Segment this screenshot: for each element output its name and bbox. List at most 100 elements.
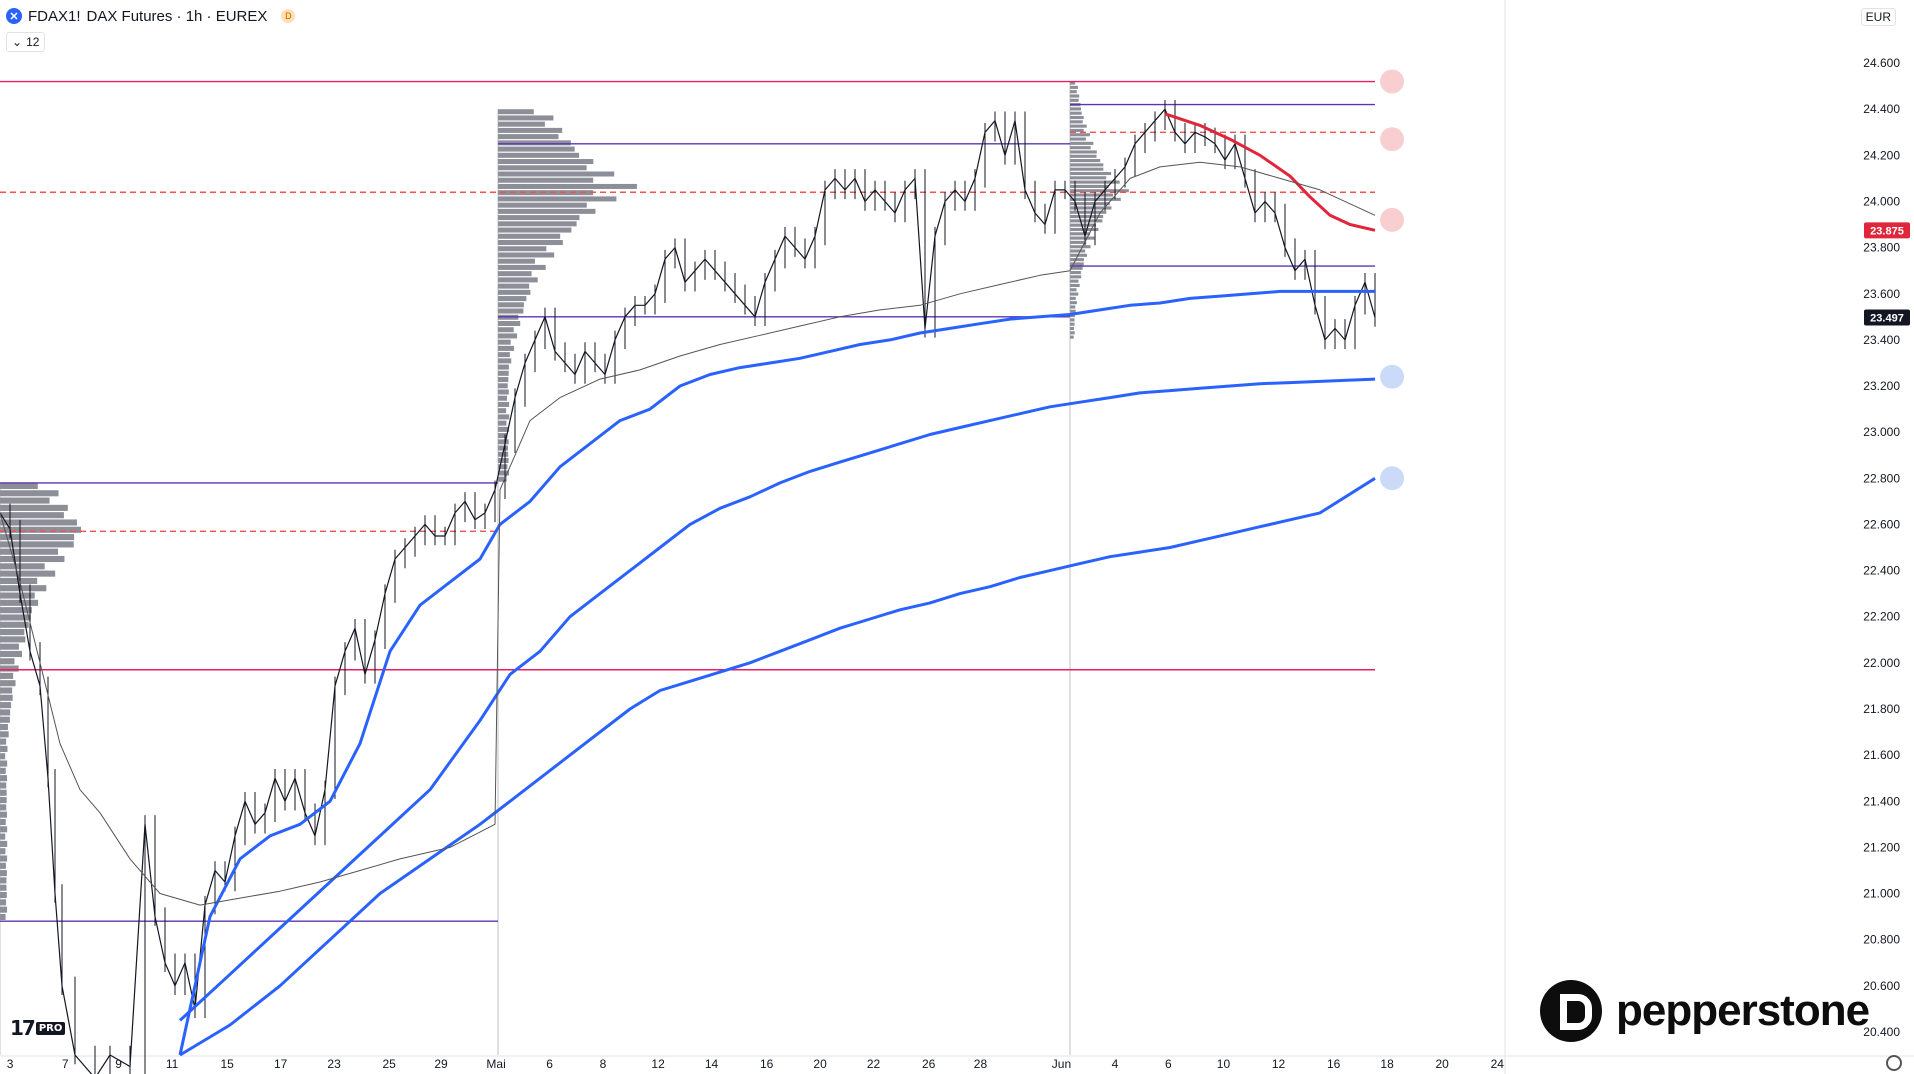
x-tick-label: 4	[1112, 1057, 1119, 1071]
y-tick-label: 22.400	[1863, 564, 1900, 578]
volume-profile-bar	[0, 760, 8, 767]
y-tick-label: 23.200	[1863, 379, 1900, 393]
volume-profile-bar	[498, 320, 521, 326]
x-tick-label: 6	[546, 1057, 553, 1071]
volume-profile-bar	[498, 227, 572, 233]
y-tick-label: 22.000	[1863, 656, 1900, 670]
volume-profile-bar	[1070, 283, 1080, 288]
volume-profile-bar	[0, 716, 10, 723]
x-tick-label: Jun	[1052, 1057, 1071, 1071]
symbol-logo-icon[interactable]: ✕	[6, 8, 22, 24]
x-tick-label: 26	[922, 1057, 936, 1071]
volume-profile-bar	[0, 585, 47, 592]
volume-profile-bar	[498, 109, 534, 115]
volume-profile-bar	[498, 370, 509, 376]
volume-profile-bar	[1070, 335, 1074, 339]
y-tick-label: 24.600	[1863, 56, 1900, 70]
x-tick-label: 20	[1436, 1057, 1450, 1071]
moving-average-line	[178, 289, 1375, 1056]
volume-profile-bar	[498, 464, 508, 470]
volume-profile-bar	[1070, 94, 1080, 98]
volume-profile-bar	[498, 364, 509, 370]
volume-profile-bar	[0, 490, 59, 497]
volume-profile-bar	[0, 482, 38, 490]
volume-profile-bar	[0, 870, 7, 877]
volume-profile-bar	[0, 782, 7, 789]
x-tick-label: 18	[1380, 1057, 1394, 1071]
y-tick-label: 23.400	[1863, 333, 1900, 347]
volume-profile-bar	[498, 457, 509, 464]
volume-profile-bar	[0, 789, 7, 796]
volume-profile-bar	[498, 308, 524, 314]
price-axis-panel	[1505, 0, 1914, 1074]
volume-profile-bar	[0, 672, 14, 679]
volume-profile-bar	[1070, 171, 1112, 176]
volume-profile-bar	[0, 497, 50, 504]
volume-profile-bar	[1070, 146, 1091, 150]
y-tick-label: 20.800	[1863, 933, 1900, 947]
volume-profile-bar	[498, 246, 547, 252]
volume-profile-bar	[0, 855, 8, 862]
volume-profile-bar	[0, 745, 8, 752]
volume-profile-bar	[498, 258, 535, 264]
volume-profile-bar	[0, 848, 6, 855]
volume-profile-bar	[1070, 305, 1076, 309]
volume-profile-bar	[1070, 193, 1113, 197]
y-tick-label: 23.000	[1863, 425, 1900, 439]
volume-profile-bar	[0, 519, 77, 526]
level-marker	[1380, 466, 1405, 491]
volume-profile-bar	[0, 687, 13, 694]
indicator-count-toggle[interactable]: ⌄ 12	[6, 32, 46, 52]
tradingview-logo: 17 PRO	[10, 1016, 66, 1040]
symbol-name[interactable]: FDAX1!	[28, 7, 81, 25]
y-tick-label: 21.400	[1863, 794, 1900, 808]
volume-profile-bar	[1070, 202, 1110, 206]
volume-profile-bar	[0, 650, 22, 658]
volume-profile-bar	[0, 636, 26, 643]
x-tick-label: 10	[1217, 1057, 1231, 1071]
settings-gear-icon[interactable]	[1886, 1055, 1902, 1071]
volume-profile-bar	[498, 252, 555, 258]
volume-profile-bar	[498, 327, 514, 333]
volume-profile-bar	[1070, 120, 1083, 124]
volume-profile	[1069, 81, 1129, 1055]
volume-profile-bar	[1070, 296, 1076, 300]
volume-profile-bar	[0, 563, 45, 570]
volume-profile-bar	[1070, 159, 1101, 163]
price-label-box	[1864, 222, 1910, 239]
pepperstone-logo-icon	[1540, 980, 1602, 1042]
volume-profile-bar	[0, 767, 6, 774]
volume-profile-bar	[498, 221, 577, 227]
volume-profile-bar	[0, 753, 6, 760]
x-tick-label: 29	[434, 1057, 448, 1071]
volume-profile-bar	[498, 302, 524, 308]
volume-profile-bar	[498, 395, 507, 401]
data-delay-badge[interactable]: D	[281, 9, 296, 23]
volume-profile-bar	[0, 738, 7, 745]
volume-profile-bar	[498, 339, 511, 345]
volume-profile-bar	[1070, 219, 1103, 223]
currency-selector[interactable]: EUR	[1860, 8, 1896, 26]
volume-profile-bar	[498, 445, 508, 451]
vwap-line	[0, 161, 1376, 906]
volume-profile-bar	[1070, 275, 1082, 279]
volume-profile-bar	[1070, 150, 1097, 154]
volume-profile-bar	[498, 140, 571, 146]
volume-profile-bar	[498, 264, 546, 270]
volume-profile-bar	[498, 383, 508, 389]
volume-profile-bar	[1070, 258, 1084, 262]
volume-profile-bar	[0, 614, 31, 621]
volume-profile-bar	[498, 345, 515, 351]
volume-profile-bar	[1070, 133, 1090, 137]
symbol-title: DAX Futures · 1h · EUREX	[86, 7, 268, 25]
volume-profile-bar	[0, 599, 39, 606]
volume-profile-bar	[1070, 137, 1086, 141]
moving-average-line	[178, 377, 1376, 1022]
volume-profile-bar	[498, 146, 575, 152]
volume-profile-bar	[0, 541, 74, 548]
y-tick-label: 22.800	[1863, 471, 1900, 485]
volume-profile-bar	[1070, 154, 1097, 158]
volume-profile-bar	[498, 277, 538, 283]
volume-profile-bar	[498, 439, 509, 445]
